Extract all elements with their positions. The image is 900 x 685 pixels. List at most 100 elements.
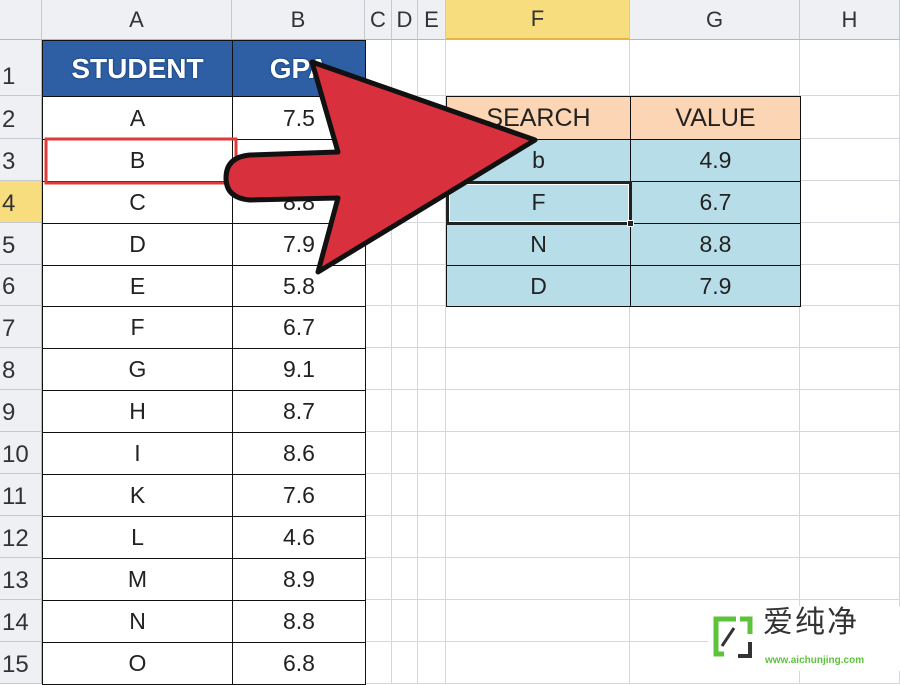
grid-cell[interactable] xyxy=(630,306,800,348)
row-header-10[interactable]: 10 xyxy=(0,432,42,474)
grid-cell[interactable] xyxy=(630,516,800,558)
student-cell[interactable]: M xyxy=(42,558,233,601)
grid-cell[interactable] xyxy=(365,223,392,265)
grid-cell[interactable] xyxy=(418,516,446,558)
row-header-5[interactable]: 5 xyxy=(0,223,42,265)
grid-cell[interactable] xyxy=(392,516,418,558)
gpa-cell[interactable]: 8.9 xyxy=(232,558,366,601)
grid-cell[interactable] xyxy=(630,348,800,390)
arrow-right-icon xyxy=(223,59,538,275)
select-all-corner[interactable] xyxy=(0,0,42,40)
row-header-9[interactable]: 9 xyxy=(0,390,42,432)
grid-cell[interactable] xyxy=(630,558,800,600)
grid-cell[interactable] xyxy=(418,40,446,96)
highlight-box xyxy=(44,137,238,185)
watermark-text: 爱纯净 xyxy=(763,606,859,639)
grid-cell[interactable] xyxy=(392,306,418,348)
arrow-overlay xyxy=(44,59,538,275)
column-header-f[interactable]: F xyxy=(446,0,630,40)
column-header-g[interactable]: G xyxy=(630,0,800,40)
grid-cell[interactable] xyxy=(418,348,446,390)
grid-cell[interactable] xyxy=(418,558,446,600)
grid-cell[interactable] xyxy=(392,432,418,474)
column-header-a[interactable]: A xyxy=(42,0,232,40)
row-header-11[interactable]: 11 xyxy=(0,474,42,516)
row-header-13[interactable]: 13 xyxy=(0,558,42,600)
gpa-cell[interactable]: 5.8 xyxy=(232,265,366,307)
gpa-cell[interactable]: 8.7 xyxy=(232,390,366,433)
grid-cell[interactable] xyxy=(446,474,630,516)
grid-cell[interactable] xyxy=(365,432,392,474)
grid-cell[interactable] xyxy=(446,348,630,390)
grid-cell[interactable] xyxy=(365,558,392,600)
grid-cell[interactable] xyxy=(446,306,630,348)
grid-cell[interactable] xyxy=(418,181,446,223)
student-cell[interactable]: N xyxy=(42,600,233,643)
grid-cell[interactable] xyxy=(446,390,630,432)
grid-cell[interactable] xyxy=(418,474,446,516)
column-header-c[interactable]: C xyxy=(365,0,392,40)
fill-handle[interactable] xyxy=(627,220,634,227)
student-cell[interactable]: I xyxy=(42,432,233,475)
row-header-2[interactable]: 2 xyxy=(0,96,42,139)
grid-cell[interactable] xyxy=(418,306,446,348)
grid-cell[interactable] xyxy=(630,40,800,96)
grid-cell[interactable] xyxy=(446,432,630,474)
grid-cell[interactable] xyxy=(392,223,418,265)
table-header-cell[interactable]: STUDENT xyxy=(42,40,233,97)
active-cell-selection[interactable] xyxy=(446,181,632,225)
search-cell[interactable]: D xyxy=(446,265,631,307)
row-header-8[interactable]: 8 xyxy=(0,348,42,390)
grid-cell[interactable] xyxy=(365,306,392,348)
column-header-d[interactable]: D xyxy=(392,0,418,40)
gpa-cell[interactable]: 6.7 xyxy=(232,306,366,349)
grid-cell[interactable] xyxy=(446,600,630,642)
grid-cell[interactable] xyxy=(418,390,446,432)
row-header-6[interactable]: 6 xyxy=(0,265,42,306)
student-cell[interactable]: K xyxy=(42,474,233,517)
row-header-1[interactable]: 1 xyxy=(0,40,42,96)
gpa-cell[interactable]: 8.6 xyxy=(232,432,366,475)
grid-cell[interactable] xyxy=(392,265,418,306)
grid-cell[interactable] xyxy=(446,558,630,600)
grid-cell[interactable] xyxy=(365,474,392,516)
grid-cell[interactable] xyxy=(418,265,446,306)
grid-cell[interactable] xyxy=(392,348,418,390)
grid-cell[interactable] xyxy=(392,600,418,642)
student-cell[interactable]: G xyxy=(42,348,233,391)
row-header-7[interactable]: 7 xyxy=(0,306,42,348)
row-header-12[interactable]: 12 xyxy=(0,516,42,558)
value-cell[interactable]: 7.9 xyxy=(630,265,801,307)
grid-cell[interactable] xyxy=(418,600,446,642)
row-header-14[interactable]: 14 xyxy=(0,600,42,642)
grid-cell[interactable] xyxy=(392,474,418,516)
row-header-3[interactable]: 3 xyxy=(0,139,42,181)
grid-cell[interactable] xyxy=(418,432,446,474)
grid-cell[interactable] xyxy=(446,40,630,96)
student-cell[interactable]: H xyxy=(42,390,233,433)
grid-cell[interactable] xyxy=(365,348,392,390)
watermark-url: www.aichunjing.com xyxy=(765,655,865,666)
grid-cell[interactable] xyxy=(418,223,446,265)
value-cell[interactable]: 6.7 xyxy=(630,181,801,224)
grid-cell[interactable] xyxy=(365,265,392,306)
grid-cell[interactable] xyxy=(392,558,418,600)
grid-cell[interactable] xyxy=(392,390,418,432)
grid-cell[interactable] xyxy=(365,390,392,432)
column-header-h[interactable]: H xyxy=(800,0,900,40)
grid-cell[interactable] xyxy=(630,474,800,516)
grid-cell[interactable] xyxy=(446,516,630,558)
column-header-b[interactable]: B xyxy=(232,0,365,40)
value-cell[interactable]: 4.9 xyxy=(630,139,801,182)
student-cell[interactable]: E xyxy=(42,265,233,307)
watermark-logo: 爱纯净 www.aichunjing.com xyxy=(708,606,900,671)
grid-cell[interactable] xyxy=(365,600,392,642)
grid-cell[interactable] xyxy=(365,516,392,558)
row-header-4[interactable]: 4 xyxy=(0,181,42,223)
grid-cell[interactable] xyxy=(630,390,800,432)
student-cell[interactable]: A xyxy=(42,96,233,140)
gpa-cell[interactable]: 4.6 xyxy=(232,516,366,559)
gpa-cell[interactable]: 7.6 xyxy=(232,474,366,517)
grid-cell[interactable] xyxy=(630,432,800,474)
column-header-e[interactable]: E xyxy=(418,0,446,40)
